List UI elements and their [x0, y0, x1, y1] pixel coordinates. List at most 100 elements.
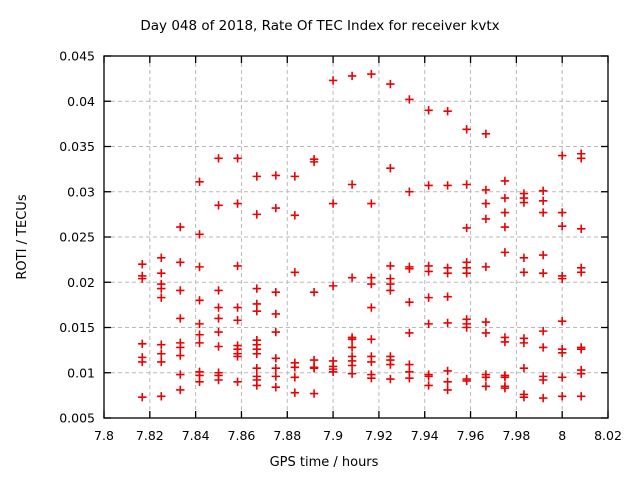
data-point-marker: [576, 345, 586, 354]
x-tick-label: 7.84: [182, 428, 210, 443]
data-point-marker: [252, 381, 262, 390]
x-tick-label: 7.9: [323, 428, 343, 443]
data-point-marker: [271, 327, 281, 337]
data-point-marker: [500, 208, 510, 217]
data-point-marker: [424, 293, 433, 302]
y-tick-label: 0.015: [59, 320, 95, 335]
data-point-marker: [290, 373, 300, 382]
data-point-marker: [176, 385, 185, 395]
x-tick-label: 7.8: [94, 428, 114, 443]
data-point-marker: [271, 288, 281, 297]
data-point-marker: [233, 377, 242, 386]
data-point-marker: [214, 303, 223, 312]
data-point-marker: [538, 250, 548, 260]
data-point-marker: [386, 374, 395, 384]
data-point-marker: [405, 187, 414, 196]
data-point-marker: [290, 388, 300, 397]
data-point-marker: [214, 154, 223, 163]
y-tick-label: 0.005: [59, 411, 95, 426]
data-point-marker: [347, 335, 357, 344]
data-point-marker: [176, 370, 185, 379]
data-point-marker: [214, 375, 223, 385]
data-point-marker: [214, 201, 223, 210]
data-point-marker: [481, 199, 491, 208]
data-point-marker: [405, 373, 414, 383]
data-point-marker: [557, 274, 567, 283]
data-point-marker: [347, 180, 357, 189]
y-tick-label: 0.02: [67, 275, 95, 290]
data-point-marker: [405, 328, 414, 338]
data-point-marker: [576, 268, 586, 277]
data-point-marker: [252, 210, 262, 219]
data-point-marker: [424, 372, 433, 381]
plot-frame: [103, 55, 609, 419]
data-point-marker: [386, 286, 395, 295]
data-point-marker: [519, 253, 529, 263]
data-point-marker: [424, 181, 433, 190]
data-point-marker: [462, 180, 471, 189]
data-point-marker: [233, 352, 242, 361]
x-tick-label: 7.92: [365, 428, 393, 443]
x-tick-label: 7.88: [273, 428, 301, 443]
data-point-marker: [367, 303, 376, 312]
data-point-marker: [424, 267, 433, 276]
data-point-marker: [309, 288, 319, 297]
data-point-marker: [538, 186, 548, 196]
data-point-marker: [367, 335, 376, 344]
data-point-marker: [443, 366, 452, 376]
data-point-marker: [157, 349, 166, 358]
data-point-marker: [157, 293, 166, 302]
data-point-marker: [271, 309, 281, 319]
data-point-marker: [462, 376, 471, 386]
data-point-marker: [138, 274, 147, 283]
data-point-marker: [386, 360, 395, 369]
data-point-marker: [538, 393, 548, 403]
data-point-marker: [481, 129, 491, 139]
data-point-marker: [138, 357, 147, 367]
data-point-marker: [538, 375, 548, 385]
data-point-marker: [500, 373, 510, 382]
data-point-marker: [462, 269, 471, 278]
data-point-marker: [500, 337, 510, 347]
data-point-marker: [367, 199, 376, 208]
data-point-marker: [519, 392, 529, 402]
data-point-marker: [347, 273, 357, 282]
data-point-marker: [462, 223, 471, 233]
data-point-marker: [443, 107, 452, 116]
data-point-marker: [481, 382, 491, 391]
x-tick-label: 7.98: [502, 428, 530, 443]
data-point-marker: [557, 221, 567, 231]
data-point-marker: [519, 338, 529, 348]
data-point-marker: [157, 284, 166, 293]
data-point-marker: [252, 284, 262, 293]
x-tick-label: 8.02: [594, 428, 622, 443]
data-point-marker: [481, 317, 491, 327]
data-point-marker: [405, 95, 414, 104]
y-tick-label: 0.035: [59, 139, 95, 154]
y-axis-label: ROTI / TECUs: [15, 194, 30, 279]
data-point-marker: [557, 316, 567, 326]
data-point-marker: [290, 211, 300, 220]
data-point-marker: [195, 177, 204, 186]
data-point-marker: [538, 326, 548, 336]
data-point-marker: [443, 377, 452, 386]
data-point-marker: [157, 269, 166, 278]
data-point-marker: [424, 106, 433, 115]
data-point-marker: [443, 269, 452, 278]
data-point-marker: [328, 281, 338, 291]
data-point-marker: [405, 264, 414, 273]
x-tick-label: 7.94: [411, 428, 439, 443]
data-point-marker: [290, 268, 300, 277]
data-point-marker: [481, 373, 491, 382]
data-point-marker: [347, 369, 357, 378]
data-point-marker: [386, 164, 395, 173]
data-point-marker: [557, 151, 567, 160]
data-point-marker: [252, 364, 262, 373]
y-tick-label: 0.04: [67, 94, 95, 109]
y-tick-label: 0.025: [59, 230, 95, 245]
data-point-marker: [309, 157, 319, 167]
data-point-marker: [176, 314, 185, 323]
data-point-marker: [271, 372, 281, 381]
grid-layer: [103, 55, 609, 419]
data-point-marker: [309, 355, 319, 365]
